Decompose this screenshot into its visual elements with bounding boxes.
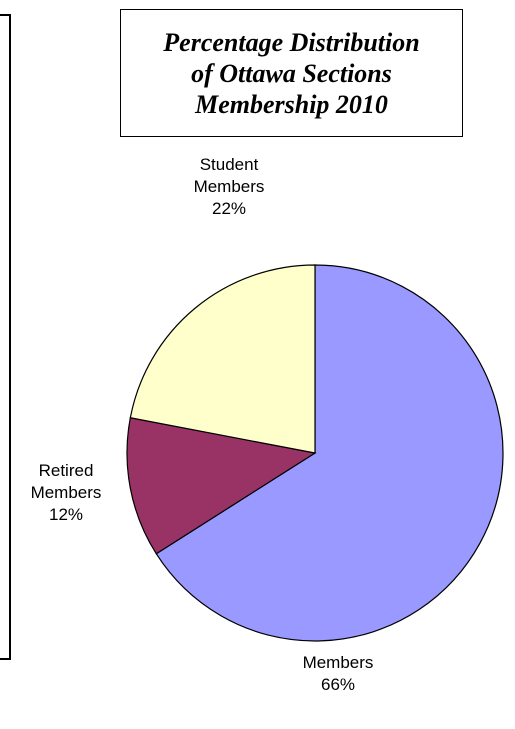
pie-slice-retired-members [126, 417, 317, 555]
chart-frame-edge [0, 14, 11, 660]
slice-name-label: Student [200, 155, 259, 174]
chart-title-line-1: Percentage Distribution [163, 27, 420, 57]
slice-name-label: Members [194, 177, 265, 196]
slice-value-label: 66% [321, 675, 355, 694]
slice-value-label: 22% [212, 199, 246, 218]
chart-title-line-2: of Ottawa Sections [191, 58, 392, 88]
slice-name-label: Members [31, 483, 102, 502]
pie-slice-student-members [129, 264, 316, 454]
chart-title-line-3: Membership 2010 [195, 89, 388, 119]
slice-value-label: 12% [49, 505, 83, 524]
pie-slice-members [155, 264, 504, 642]
slice-name-label: Members [303, 653, 374, 672]
chart-title-box: Percentage Distribution of Ottawa Sectio… [120, 9, 463, 137]
slice-name-label: Retired [39, 461, 94, 480]
